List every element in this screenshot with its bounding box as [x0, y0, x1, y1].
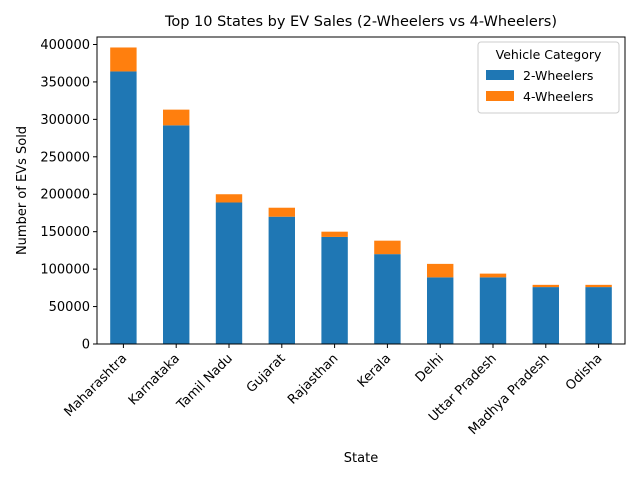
bar-2-wheelers-odisha: [585, 287, 612, 344]
bar-4-wheelers-madhya-pradesh: [532, 284, 559, 288]
bar-4-wheelers-uttar-pradesh: [479, 273, 507, 278]
bar-4-wheelers-maharashtra: [110, 47, 137, 72]
bar-2-wheelers-maharashtra: [110, 71, 137, 344]
bar-4-wheelers-odisha: [585, 284, 612, 288]
bar-2-wheelers-gujarat: [268, 216, 295, 344]
bar-2-wheelers-uttar-pradesh: [479, 277, 507, 344]
bar-2-wheelers-karnataka: [163, 125, 190, 344]
x-axis-label: State: [344, 451, 378, 466]
legend-swatch-2-wheelers: [486, 70, 514, 80]
bar-4-wheelers-rajasthan: [321, 231, 348, 237]
y-tick-label: 250000: [40, 150, 90, 165]
bar-4-wheelers-gujarat: [268, 207, 295, 217]
legend: Vehicle Category 2-Wheelers 4-Wheelers: [477, 41, 620, 114]
y-axis-label: Number of EVs Sold: [15, 126, 30, 255]
y-axis: 0 50000 100000 150000 200000 250000 300000 3500…: [40, 38, 97, 353]
bar-4-wheelers-kerala: [374, 240, 401, 255]
y-tick-label: 100000: [40, 263, 90, 278]
bar-2-wheelers-madhya-pradesh: [532, 287, 559, 344]
legend-label-2-wheelers: 2-Wheelers: [523, 68, 593, 83]
bar-4-wheelers-karnataka: [163, 109, 190, 126]
bar-2-wheelers-tamil-nadu: [215, 202, 243, 344]
y-tick-label: 400000: [40, 38, 90, 53]
bar-2-wheelers-delhi: [427, 277, 454, 344]
y-tick-label: 350000: [40, 75, 90, 90]
y-tick-label: 0: [82, 338, 90, 353]
bar-2-wheelers-rajasthan: [321, 236, 348, 344]
y-tick-label: 200000: [40, 188, 90, 203]
bars-group: [110, 47, 612, 344]
legend-label-4-wheelers: 4-Wheelers: [523, 89, 593, 104]
bar-4-wheelers-delhi: [427, 263, 454, 278]
chart-title: Top 10 States by EV Sales (2-Wheelers vs…: [164, 14, 557, 30]
plot-frame: [96, 36, 626, 345]
y-tick-label: 300000: [40, 113, 90, 128]
bar-2-wheelers-kerala: [374, 254, 401, 344]
legend-swatch-4-wheelers: [486, 91, 514, 101]
y-tick-label: 50000: [49, 300, 90, 315]
legend-title: Vehicle Category: [496, 47, 602, 62]
y-tick-label: 150000: [40, 225, 90, 240]
bar-4-wheelers-tamil-nadu: [215, 194, 243, 203]
